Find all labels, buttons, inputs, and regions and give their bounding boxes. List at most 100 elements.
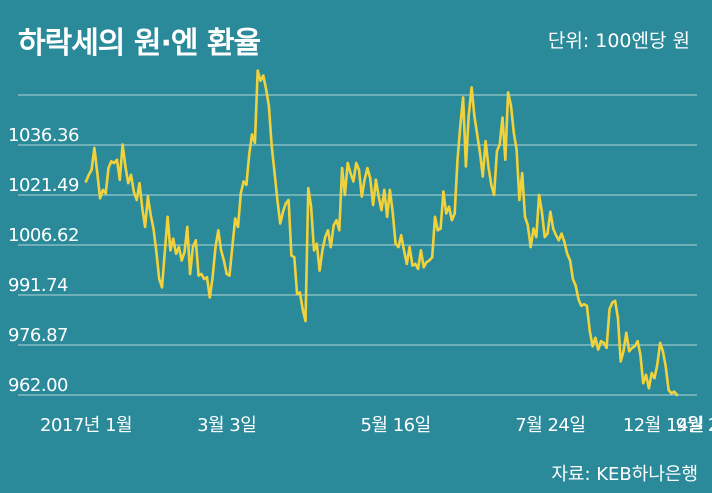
data-point xyxy=(490,183,493,187)
y-tick-label: 1036.36 xyxy=(8,125,79,146)
data-point xyxy=(242,180,245,183)
data-point xyxy=(149,213,152,217)
data-point xyxy=(478,151,482,155)
data-point xyxy=(132,190,135,193)
data-point xyxy=(580,304,583,308)
data-point xyxy=(188,272,192,276)
data-point xyxy=(152,227,155,230)
data-point xyxy=(363,178,366,181)
data-point xyxy=(301,308,304,311)
data-point xyxy=(158,277,161,281)
data-point xyxy=(197,274,200,277)
data-point xyxy=(138,182,141,185)
data-point xyxy=(236,225,240,229)
data-point xyxy=(200,272,203,276)
data-point xyxy=(355,161,358,165)
data-point xyxy=(521,171,524,175)
data-point xyxy=(523,215,527,218)
data-point xyxy=(639,353,642,356)
data-point xyxy=(340,166,344,170)
chart-title: 하락세의 원·엔 환율 xyxy=(18,26,261,61)
x-tick-label: 7월 24일 xyxy=(515,415,585,436)
data-point xyxy=(267,104,271,108)
data-point xyxy=(107,166,110,170)
data-point xyxy=(585,304,589,308)
data-point xyxy=(127,182,130,185)
gridlines xyxy=(18,94,697,396)
data-point xyxy=(253,141,257,144)
data-point xyxy=(492,193,496,197)
data-point xyxy=(259,79,262,82)
data-point xyxy=(647,387,651,390)
data-point xyxy=(397,245,400,249)
data-point xyxy=(203,277,206,281)
data-point xyxy=(577,298,580,301)
data-point xyxy=(183,250,186,254)
data-point xyxy=(357,168,361,171)
data-point xyxy=(425,261,428,264)
data-point xyxy=(287,198,290,202)
y-tick-label: 991.74 xyxy=(8,275,68,296)
data-point xyxy=(298,291,302,294)
data-point xyxy=(332,224,335,227)
data-point xyxy=(304,319,307,323)
data-point xyxy=(96,171,99,175)
data-point xyxy=(110,160,113,163)
data-point xyxy=(191,245,195,249)
data-point xyxy=(369,176,372,180)
data-point xyxy=(526,224,529,227)
data-point xyxy=(495,150,499,153)
data-point xyxy=(453,212,456,215)
x-tick-label: 9월 29일 xyxy=(676,415,712,436)
data-point xyxy=(504,158,507,161)
data-point xyxy=(532,227,535,230)
data-point xyxy=(473,114,476,118)
data-point xyxy=(380,208,383,212)
data-point xyxy=(656,363,659,366)
data-point xyxy=(180,259,183,262)
data-point xyxy=(194,239,197,242)
data-point xyxy=(501,116,504,119)
data-point xyxy=(543,235,546,239)
data-point xyxy=(557,239,560,242)
data-point xyxy=(349,171,352,175)
data-point xyxy=(388,188,392,192)
y-tick-label: 962.00 xyxy=(8,375,68,396)
x-axis-ticks: 2017년 1월 3월 3일 5월 16일 7월 24일 9월 29일12월 14일 xyxy=(40,415,712,436)
data-point xyxy=(205,276,209,279)
data-point xyxy=(461,96,465,99)
data-point xyxy=(625,331,628,334)
unit-label: 단위: 100엔당 원 xyxy=(547,30,690,52)
data-point xyxy=(248,153,251,156)
data-point xyxy=(571,277,575,281)
data-point xyxy=(90,168,93,171)
data-point xyxy=(436,229,439,232)
data-point xyxy=(675,393,679,397)
data-point xyxy=(644,373,648,376)
data-point xyxy=(439,227,442,230)
data-point xyxy=(295,292,299,296)
data-point xyxy=(84,180,88,183)
data-point xyxy=(160,286,164,289)
data-point xyxy=(208,296,211,299)
data-point xyxy=(636,340,639,343)
data-point xyxy=(383,188,386,192)
data-point xyxy=(87,173,91,176)
data-point xyxy=(146,195,150,198)
data-point xyxy=(186,225,189,229)
data-point xyxy=(172,237,175,240)
data-point xyxy=(225,272,228,276)
data-point xyxy=(312,249,316,252)
y-tick-label: 976.87 xyxy=(8,325,68,346)
data-point xyxy=(400,234,403,237)
data-point xyxy=(385,215,389,218)
data-point xyxy=(352,180,355,183)
data-point xyxy=(360,195,363,198)
data-point xyxy=(552,227,555,230)
data-point xyxy=(658,341,662,345)
data-point xyxy=(622,350,625,353)
data-point xyxy=(98,197,102,200)
data-point xyxy=(121,143,124,146)
data-point xyxy=(276,198,279,202)
data-point xyxy=(371,203,375,207)
